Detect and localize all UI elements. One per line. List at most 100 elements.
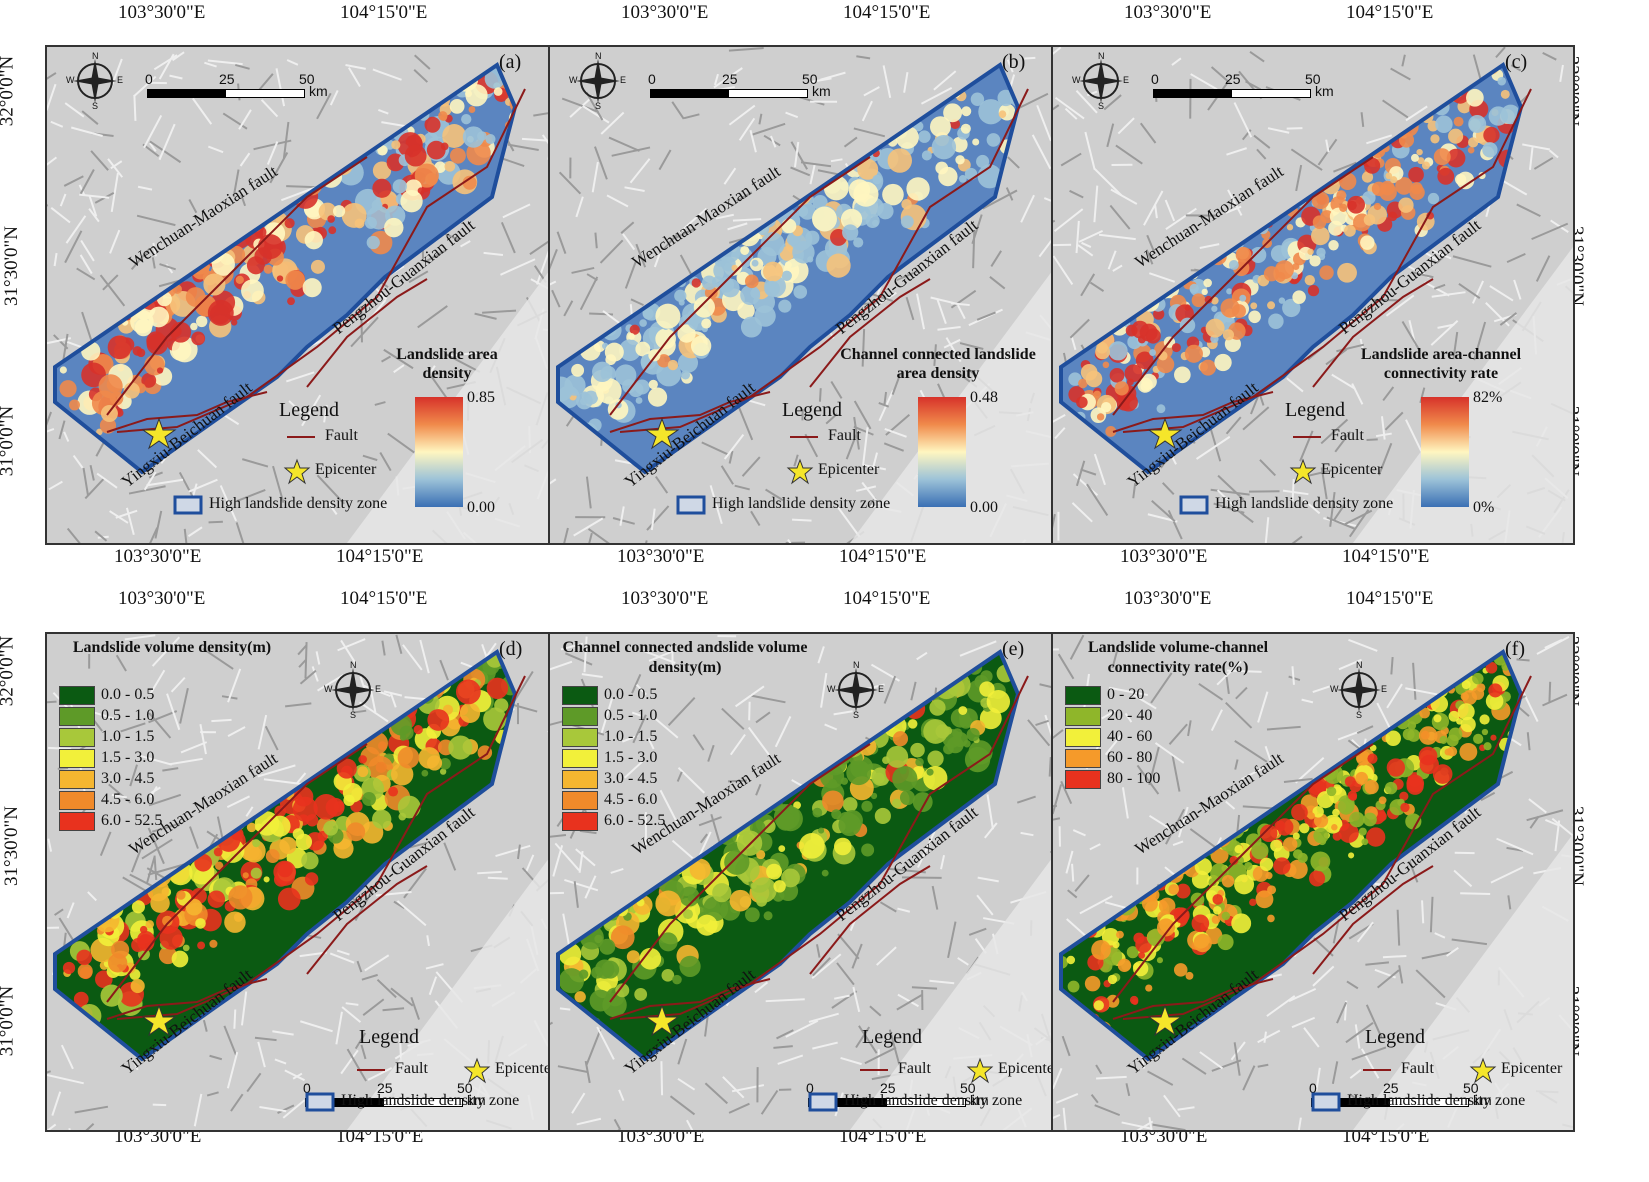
epicenter-star-icon — [644, 1004, 680, 1037]
compass-letter-n: N — [595, 51, 602, 61]
scale-label: 25 — [1225, 71, 1241, 87]
class-swatch — [59, 706, 95, 726]
scale-label: 50 — [299, 71, 315, 87]
class-legend-label: 4.5 - 6.0 — [604, 791, 658, 808]
epicenter-star-icon — [1147, 417, 1183, 450]
class-legend-label: 60 - 80 — [1107, 749, 1153, 766]
class-legend-item: 60 - 80 — [1065, 747, 1152, 769]
longitude-label-bottom: 103°30'0"E — [114, 546, 202, 567]
compass-letter-s: S — [595, 101, 602, 111]
colour-ramp-max: 82% — [1473, 389, 1503, 406]
panel-label: (e) — [1002, 638, 1025, 660]
colour-ramp — [1421, 397, 1469, 507]
colour-ramp-min: 0.00 — [467, 499, 495, 516]
compass-letter-w: W — [324, 684, 333, 694]
class-swatch — [562, 706, 598, 726]
class-swatch — [562, 685, 598, 705]
legend-epicenter: Epicenter — [998, 1060, 1060, 1077]
class-swatch — [59, 727, 95, 747]
compass-letter-n: N — [350, 660, 357, 670]
scale-label: 0 — [806, 1080, 814, 1096]
legend-epicenter: Epicenter — [1321, 461, 1383, 478]
colour-ramp-title: Channel connected landslide area density — [840, 346, 1036, 382]
legend-title: Legend — [862, 1026, 922, 1048]
scale-label: 50 — [802, 71, 818, 87]
class-legend-item: 3.0 - 4.5 — [59, 768, 154, 790]
compass-letter-e: E — [1123, 75, 1130, 85]
class-legend-label: 1.0 - 1.5 — [604, 728, 658, 745]
compass-letter-n: N — [1356, 660, 1363, 670]
class-legend-item: 80 - 100 — [1065, 768, 1160, 790]
scale-label: 0 — [1151, 71, 1159, 87]
compass-letter-s: S — [92, 101, 99, 111]
longitude-label-top: 104°15'0"E — [843, 588, 931, 609]
north-arrow-icon: N S W E — [66, 51, 123, 111]
class-legend-title: Landslide volume-channel connectivity ra… — [1087, 639, 1269, 676]
longitude-label-top: 104°15'0"E — [340, 588, 428, 609]
class-swatch — [1065, 685, 1101, 705]
longitude-label-top: 103°30'0"E — [621, 2, 709, 23]
class-legend-item: 1.0 - 1.5 — [59, 726, 154, 748]
class-swatch — [562, 727, 598, 747]
longitude-label-top: 104°15'0"E — [1346, 588, 1434, 609]
class-legend-label: 3.0 - 4.5 — [101, 770, 155, 787]
scale-label: 25 — [377, 1080, 393, 1096]
legend-fault: Fault — [395, 1060, 428, 1077]
class-swatch — [59, 790, 95, 810]
longitude-label-top: 104°15'0"E — [340, 2, 428, 23]
map-panel-e: 103°30'0"E 103°30'0"E 104°15'0"E 104°15'0"E… — [503, 580, 1084, 1171]
class-legend-item: 3.0 - 4.5 — [562, 768, 657, 790]
class-swatch — [59, 748, 95, 768]
legend-title: Legend — [1285, 399, 1345, 421]
north-arrow-icon: N S W E — [1072, 51, 1130, 111]
class-legend-label: 40 - 60 — [1107, 728, 1153, 745]
latitude-label-left: 31°0'0"N — [0, 405, 18, 477]
class-swatch — [562, 748, 598, 768]
legend-fault: Fault — [1331, 427, 1364, 444]
scale-label: km — [1473, 1092, 1492, 1108]
colour-ramp-title: Landslide area-channel connectivity rate — [1360, 346, 1522, 382]
class-legend-label: 4.5 - 6.0 — [101, 791, 155, 808]
class-legend-label: 0.5 - 1.0 — [101, 707, 155, 724]
map-frame: (c) Wenchuan-Maoxian fault Pengzhou-Guanxi… — [1051, 45, 1575, 545]
scale-label: km — [467, 1092, 486, 1108]
compass-letter-n: N — [92, 51, 99, 61]
class-legend-label: 1.5 - 3.0 — [101, 749, 155, 766]
class-legend-item: 0.0 - 0.5 — [59, 684, 154, 706]
legend-zone: High landslide density zone — [209, 495, 388, 512]
compass-letter-e: E — [375, 684, 382, 694]
legend-zone: High landslide density zone — [844, 1092, 1023, 1109]
legend-fault: Fault — [1401, 1060, 1434, 1077]
class-legend-item: 1.5 - 3.0 — [562, 747, 657, 769]
map-frame: (b) Wenchuan-Maoxian fault Pengzhou-Guanxi… — [548, 45, 1072, 545]
legend-title: Legend — [359, 1026, 419, 1048]
class-legend-item: 0.0 - 0.5 — [562, 684, 657, 706]
colour-ramp-min: 0.00 — [970, 499, 998, 516]
compass-letter-s: S — [1356, 710, 1363, 720]
compass-letter-n: N — [1098, 51, 1105, 61]
compass-letter-e: E — [620, 75, 627, 85]
class-legend-label: 0 - 20 — [1107, 686, 1145, 703]
compass-letter-e: E — [878, 684, 885, 694]
class-legend-item: 0.5 - 1.0 — [562, 705, 657, 727]
class-legend-label: 6.0 - 52.5 — [101, 812, 163, 829]
colour-ramp — [918, 397, 966, 507]
legend-zone: High landslide density zone — [1347, 1092, 1526, 1109]
map-frame: (f) Wenchuan-Maoxian fault Pengzhou-Guanxi… — [1051, 632, 1575, 1132]
class-legend-item: 6.0 - 52.5 — [562, 810, 665, 832]
class-legend-title: Landslide volume density(m) — [72, 639, 272, 656]
scale-label: 25 — [880, 1080, 896, 1096]
map-panel-f: 103°30'0"E 103°30'0"E 104°15'0"E 104°15'0"E… — [1006, 580, 1587, 1171]
legend-zone: High landslide density zone — [1215, 495, 1394, 512]
latitude-label-left: 31°30'0"N — [1, 806, 22, 886]
legend-epicenter: Epicenter — [1501, 1060, 1563, 1077]
legend-title: Legend — [782, 399, 842, 421]
epicenter-star-icon — [141, 417, 177, 450]
map-panel-c: 103°30'0"E 103°30'0"E 104°15'0"E 104°15'0"E… — [1006, 0, 1587, 591]
scale-label: 50 — [1463, 1080, 1479, 1096]
class-swatch — [562, 811, 598, 831]
class-legend-title: Channel connected andslide volume densit… — [562, 639, 808, 676]
map-panel-d: 103°30'0"E 103°30'0"E 104°15'0"E 104°15'0"E… — [0, 580, 581, 1171]
scale-label: km — [309, 83, 328, 99]
